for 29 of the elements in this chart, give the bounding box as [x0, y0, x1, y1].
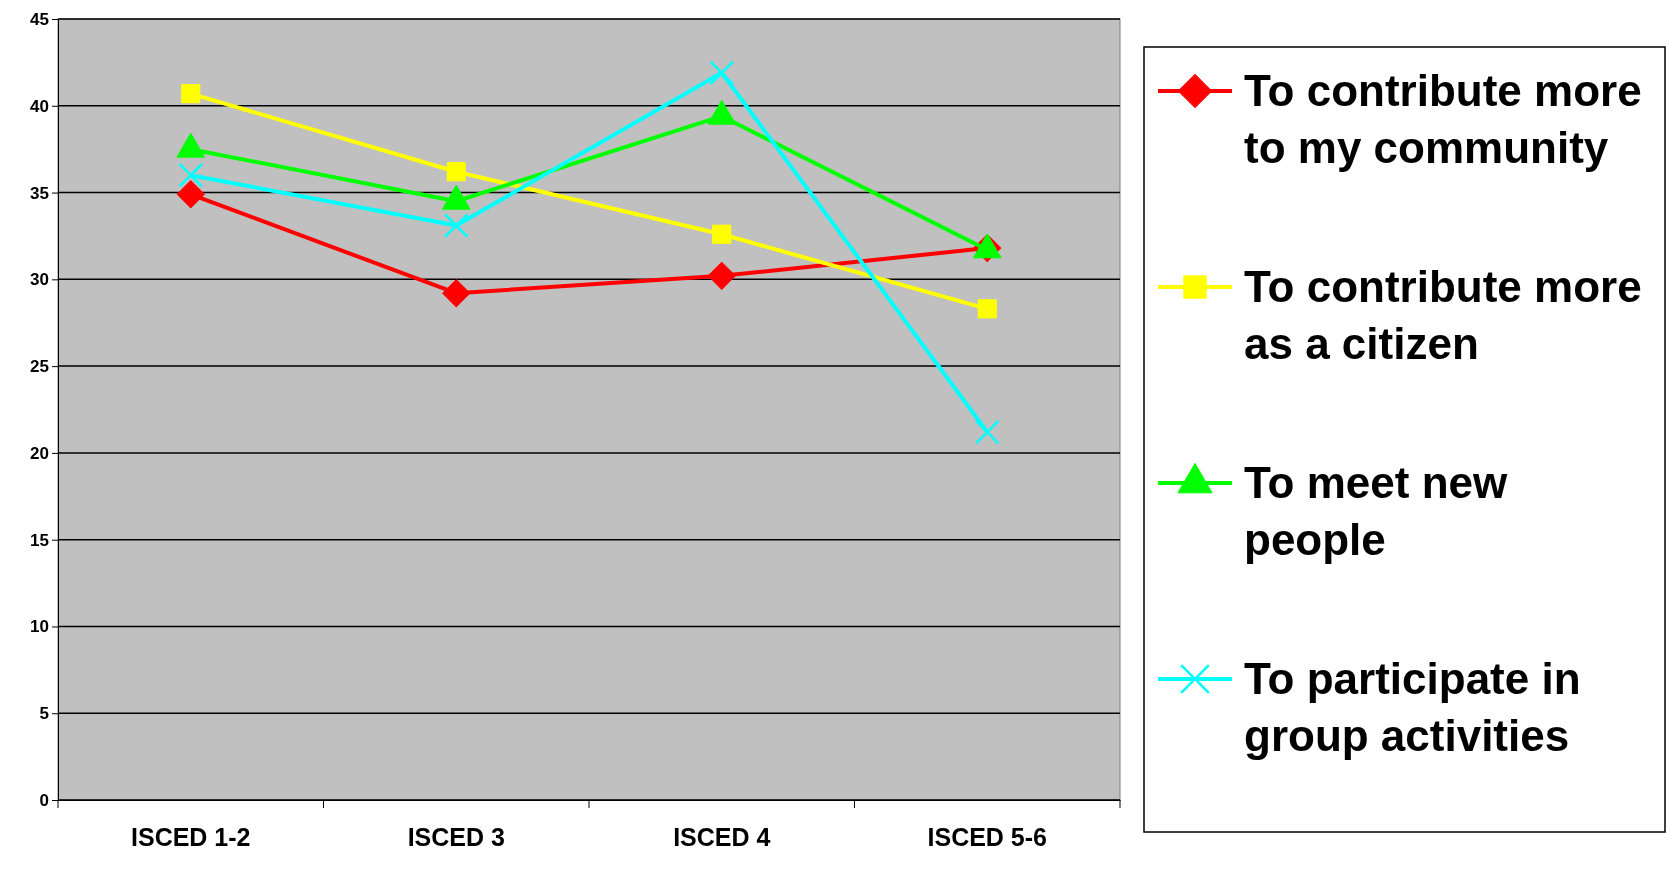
y-tick-label: 30 — [30, 270, 49, 290]
y-tick-label: 35 — [30, 183, 49, 203]
point — [709, 60, 735, 86]
legend-label: To contribute more as a citizen — [1244, 262, 1642, 369]
y-tick-label: 15 — [30, 530, 49, 550]
legend-label: To contribute more to my community — [1244, 66, 1642, 173]
point — [442, 279, 471, 308]
y-tick-label: 20 — [30, 443, 49, 463]
y-tick-label: 5 — [39, 704, 49, 724]
y-tick-label: 0 — [39, 790, 49, 810]
point — [712, 224, 732, 244]
x-tick-label: ISCED 5-6 — [927, 822, 1047, 851]
x-tick-label: ISCED 3 — [407, 822, 505, 851]
y-tick-label: 25 — [30, 357, 49, 377]
point — [707, 261, 736, 290]
point — [176, 180, 205, 209]
x-tick-label: ISCED 4 — [673, 822, 771, 851]
y-tick-label: 40 — [30, 96, 49, 116]
y-tick-label: 45 — [30, 9, 49, 29]
point — [974, 419, 1000, 445]
point — [446, 162, 466, 182]
point — [181, 84, 201, 104]
point — [178, 162, 204, 188]
point — [443, 213, 469, 238]
legend-label: To participate in group activities — [1244, 654, 1581, 761]
legend-label: To meet new people — [1244, 458, 1508, 565]
y-tick-label: 10 — [30, 617, 49, 637]
point — [977, 299, 997, 319]
x-tick-label: ISCED 1-2 — [131, 822, 251, 851]
